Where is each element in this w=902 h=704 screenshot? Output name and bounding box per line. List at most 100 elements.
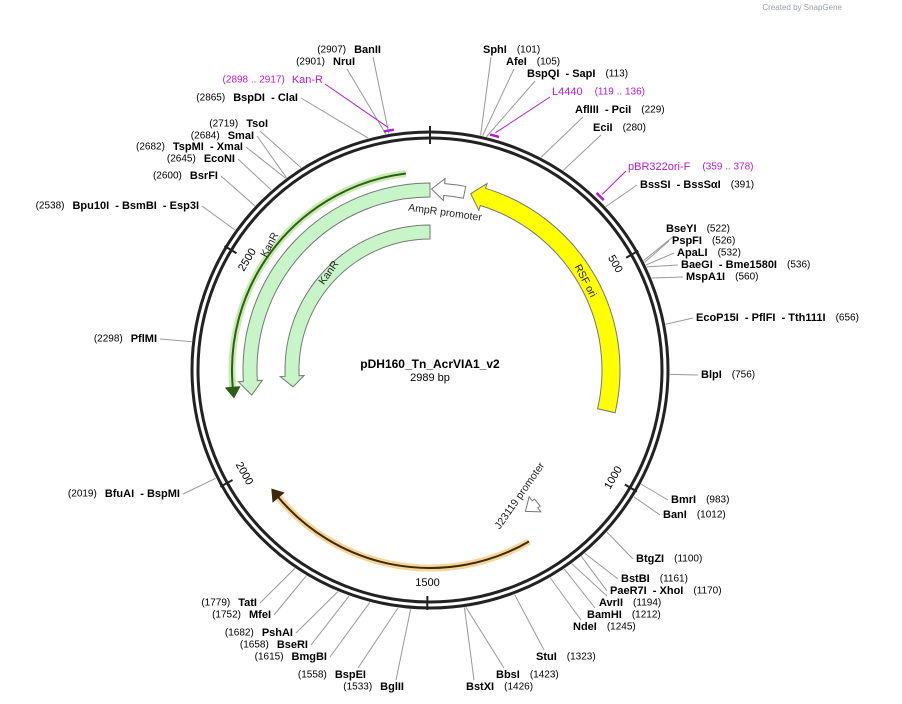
enzyme-name: BglII: [380, 681, 404, 693]
enzyme-position: (2600): [153, 171, 182, 182]
enzyme-name: PspFI: [672, 235, 702, 247]
enzyme-position: (1426): [504, 682, 533, 693]
enzyme-position: (526): [712, 236, 735, 247]
site-line: [584, 553, 619, 580]
tick-mark: [625, 249, 639, 259]
enzyme-position: (113): [605, 69, 628, 80]
enzyme-position: (280): [623, 123, 646, 134]
enzyme-position: (656): [836, 313, 859, 324]
site-line: [669, 373, 699, 376]
primer-name: L4440: [552, 86, 583, 98]
site-line: [329, 602, 371, 658]
site-line: [295, 591, 339, 634]
enzyme-position: (1100): [674, 554, 702, 565]
site-line: [245, 146, 286, 179]
site-line: [640, 483, 669, 501]
enzyme-name: EciI: [593, 122, 613, 134]
site-line: [357, 607, 399, 669]
enzyme-name: BsrFI: [190, 170, 218, 182]
enzyme-position: (1752): [212, 610, 241, 621]
plasmid-name: pDH160_Tn_AcrVIA1_v2: [360, 357, 500, 371]
site-line: [310, 595, 350, 646]
site-line: [273, 575, 307, 616]
site-line: [201, 205, 236, 231]
enzyme-name: ApaLI: [677, 247, 708, 259]
site-line: [651, 276, 684, 279]
enzyme-position: (1658): [240, 640, 269, 651]
enzyme-position: (983): [706, 495, 729, 506]
primer-range: (119 .. 136): [595, 87, 645, 98]
site-line: [300, 97, 369, 139]
primer-mark: [383, 128, 395, 133]
enzyme-name: BssSI - BssSαI: [640, 179, 721, 191]
credit: Created by SnapGene: [762, 3, 842, 12]
site-line: [643, 235, 675, 261]
enzyme-name: SphI: [483, 44, 507, 56]
enzyme-name: BaeGI - Bme1580I: [681, 259, 777, 271]
site-line: [259, 130, 302, 169]
primer-line: [324, 83, 389, 128]
enzyme-position: (756): [732, 370, 755, 381]
enzyme-name: BspQI - SapI: [527, 68, 595, 80]
enzyme-name: NdeI: [573, 621, 597, 633]
primer-name: Kan-R: [292, 74, 323, 86]
site-line: [480, 56, 492, 136]
kanr-highlight-line: [231, 172, 406, 391]
feature-arrow: [470, 182, 621, 414]
enzyme-position: (1558): [298, 670, 327, 681]
tick-label: 2000: [233, 460, 255, 487]
enzyme-name: TsoI: [246, 118, 268, 130]
enzyme-position: (522): [707, 224, 730, 235]
enzyme-name: BspEI: [335, 669, 366, 681]
site-line: [486, 80, 536, 138]
enzyme-name: AfeI: [506, 56, 527, 68]
site-line: [563, 568, 596, 609]
enzyme-position: (2645): [167, 154, 196, 165]
primer-range: (359 .. 378): [702, 162, 753, 173]
enzyme-name: BbsI: [496, 669, 520, 681]
feature-arrow: [524, 495, 542, 513]
enzyme-position: (1615): [255, 652, 284, 663]
enzyme-position: (1170): [693, 586, 721, 597]
enzyme-name: BlpI: [701, 369, 722, 381]
tick-mark: [219, 479, 234, 488]
site-line: [562, 134, 602, 171]
enzyme-position: (2907): [317, 45, 346, 56]
enzyme-name: EcoNI: [204, 153, 235, 165]
orange-highlight-line: [275, 493, 530, 569]
enzyme-name: NruI: [333, 56, 355, 68]
enzyme-position: (1212): [632, 610, 661, 621]
site-line: [571, 563, 608, 597]
enzyme-position: (229): [641, 105, 664, 116]
primer-line: [601, 170, 627, 195]
enzyme-position: (2538): [36, 201, 65, 212]
enzyme-position: (1682): [225, 628, 254, 639]
enzyme-name: BseYI: [666, 223, 697, 235]
site-line: [346, 68, 387, 135]
site-line: [372, 56, 390, 134]
site-line: [606, 531, 634, 560]
site-line: [540, 116, 584, 158]
site-line: [463, 607, 475, 681]
enzyme-position: (2719): [209, 119, 238, 130]
enzyme-name: BfuAI - BspMI: [105, 488, 180, 500]
primer-line: [495, 96, 551, 134]
enzyme-position: (2298): [94, 334, 123, 345]
site-line: [237, 158, 272, 191]
enzyme-name: PaeR7I - XhoI: [610, 585, 683, 597]
site-line: [482, 68, 515, 137]
enzyme-name: BseRI: [277, 639, 308, 651]
primer-name: pBR322ori-F: [628, 161, 691, 173]
enzyme-name: SmaI: [228, 130, 254, 142]
site-line: [259, 567, 296, 604]
site-line: [665, 317, 694, 325]
enzyme-position: (1779): [201, 598, 230, 609]
feature-arrow: [278, 224, 431, 388]
tick-mark: [223, 245, 238, 255]
enzyme-position: (1012): [697, 510, 726, 521]
tick-mark: [624, 483, 638, 493]
site-line: [514, 594, 545, 651]
enzyme-name: BspDI - ClaI: [233, 92, 298, 104]
site-line: [605, 184, 638, 208]
